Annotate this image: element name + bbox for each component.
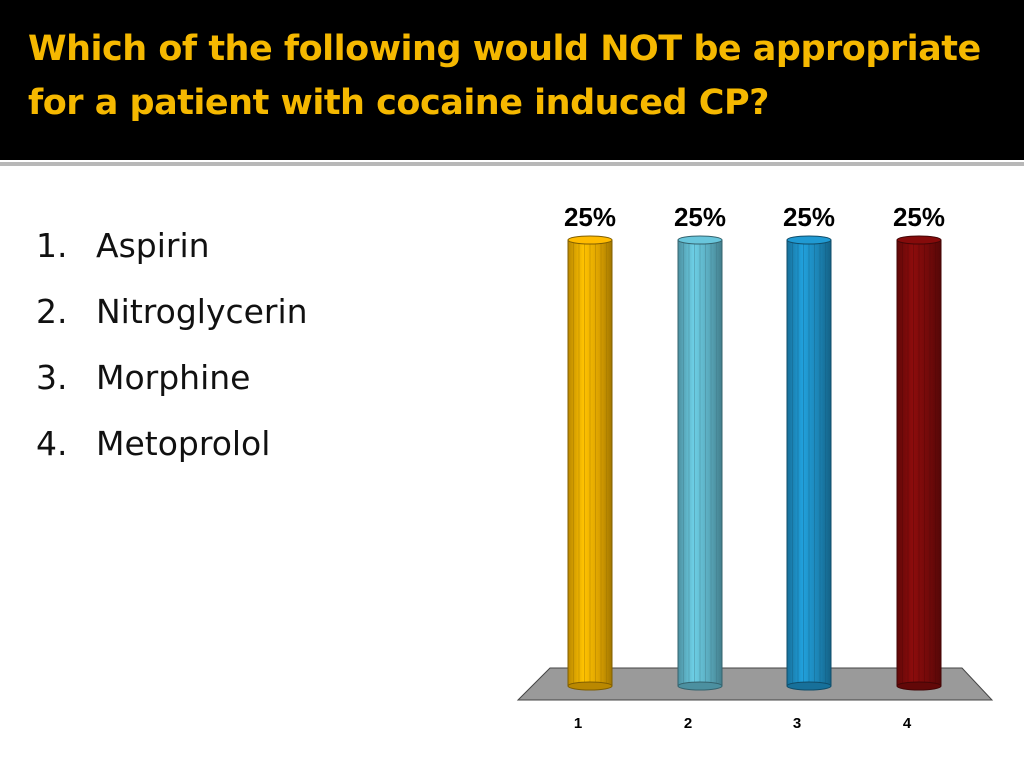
answer-option-1: 1. Aspirin bbox=[36, 226, 308, 292]
bar-value-label: 25% bbox=[783, 202, 835, 232]
title-bar: Which of the following would NOT be appr… bbox=[0, 0, 1024, 160]
x-tick-label: 2 bbox=[684, 715, 692, 732]
bar-top-cap bbox=[677, 235, 723, 245]
x-tick-label: 1 bbox=[574, 715, 582, 732]
slide-title: Which of the following would NOT be appr… bbox=[28, 29, 981, 123]
bar-value-label: 25% bbox=[893, 202, 945, 232]
option-text: Morphine bbox=[96, 358, 251, 397]
option-number: 3. bbox=[36, 358, 68, 397]
option-number: 2. bbox=[36, 292, 68, 331]
option-number: 4. bbox=[36, 424, 68, 463]
bar-base-cap bbox=[677, 681, 723, 691]
x-tick-label: 3 bbox=[793, 715, 801, 732]
title-divider bbox=[0, 162, 1024, 166]
bar-value-label: 25% bbox=[674, 202, 726, 232]
answer-option-2: 2. Nitroglycerin bbox=[36, 292, 308, 358]
answer-option-3: 3. Morphine bbox=[36, 358, 308, 424]
option-text: Nitroglycerin bbox=[96, 292, 308, 331]
answer-option-4: 4. Metoprolol bbox=[36, 424, 308, 490]
bar-top-cap bbox=[896, 235, 942, 245]
option-text: Metoprolol bbox=[96, 424, 271, 463]
option-text: Aspirin bbox=[96, 226, 210, 265]
answer-options-list: 1. Aspirin 2. Nitroglycerin 3. Morphine … bbox=[36, 226, 308, 490]
bar-top-cap bbox=[786, 235, 832, 245]
bar-value-label: 25% bbox=[564, 202, 616, 232]
bar-base-cap bbox=[786, 681, 832, 691]
option-number: 1. bbox=[36, 226, 68, 265]
x-tick-label: 4 bbox=[903, 715, 912, 732]
bar-base-cap bbox=[896, 681, 942, 691]
bar-top-cap bbox=[567, 235, 613, 245]
bar-base-cap bbox=[567, 681, 613, 691]
